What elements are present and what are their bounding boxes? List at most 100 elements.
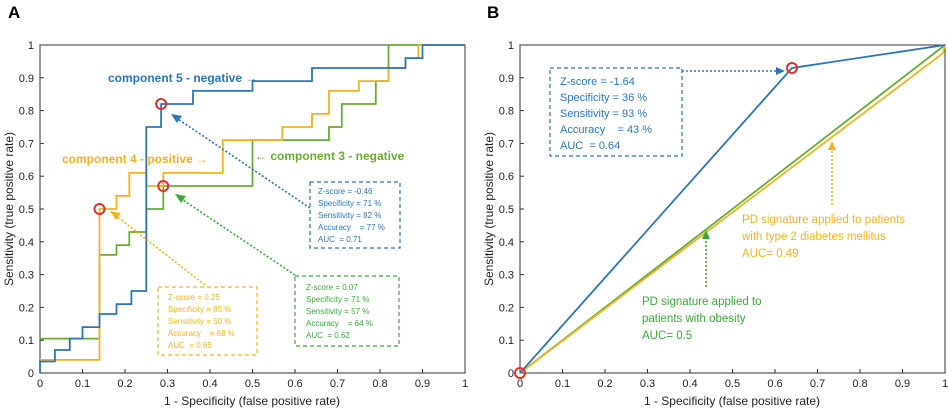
y-tick-label: 0.5 [499,204,514,216]
box4-line-4: Accuracy = 68 % [168,329,235,338]
note-diabetes-line-1: PD signature applied to patients [742,214,905,226]
x-tick-label: 0.8 [852,378,867,390]
box3-line-4: Accuracy = 64 % [306,319,373,328]
note-obesity-line-2: patients with obesity [642,313,746,325]
arrow-box-to-component-3 [179,197,296,276]
x-tick-label: 1 [462,378,468,390]
x-tick-label: 0.2 [117,378,132,390]
boxB-line-5: AUC = 0.64 [560,140,620,152]
box5-line-1: Z-score = -0.46 [318,187,373,196]
panel-a-y-axis-label: Sensitivity (true positive rate) [2,132,16,286]
info-box-pd-signature: Z-score = -1.64 Specificity = 36 % Sensi… [549,67,683,157]
panel-b-y-axis-label: Sensitivity (true positive rate) [482,132,496,286]
boxB-line-4: Accuracy = 43 % [560,124,652,136]
x-tick-label: 0.7 [330,378,345,390]
y-tick-label: 0.8 [19,106,34,118]
x-tick-label: 0.3 [640,378,655,390]
y-tick-label: 0 [28,368,34,380]
y-tick-label: 0.9 [499,73,514,85]
label-component-4: component 4 - positive → [62,152,208,166]
box4-line-1: Z-score = 0.25 [168,293,220,302]
box5-line-5: AUC = 0.71 [318,235,362,244]
boxB-line-3: Sensitivity = 93 % [560,108,647,120]
x-tick-label: 0.1 [75,378,90,390]
threshold-marker [514,367,526,379]
x-tick-label: 0 [37,378,43,390]
threshold-marker [157,180,170,193]
x-tick-label: 0.6 [767,378,782,390]
label-component-3: ← component 3 - negative [255,149,405,163]
arrow-head-component-5 [171,114,182,123]
series-line-pd-signature [519,44,946,374]
x-tick-label: 0.8 [372,378,387,390]
label-component-5: component 5 - negative → [108,71,257,85]
y-tick-label: 0.4 [19,237,34,249]
y-tick-label: 0.5 [19,204,34,216]
threshold-marker [93,203,106,215]
y-tick-label: 1 [508,40,514,52]
arrow-head-obesity [702,230,710,239]
arrow-head-marker-b [776,67,785,75]
arrow-head-diabetes [828,141,836,150]
x-tick-label: 0.9 [895,378,910,390]
note-diabetes-line-3: AUC= 0.49 [742,248,799,260]
box5-line-3: Sensitivity = 82 % [318,211,381,220]
boxB-line-2: Specificity = 36 % [560,92,647,104]
box4-line-3: Sensitivity = 50 % [168,317,231,326]
note-obesity-line-3: AUC= 0.5 [642,330,692,342]
y-tick-label: 0 [508,368,514,380]
info-box-component-4: Z-score = 0.25 Specificity = 85 % Sensit… [157,286,258,356]
y-tick-label: 0.6 [499,171,514,183]
box3-line-2: Specificity = 71 % [306,295,369,304]
y-tick-label: 0.7 [499,138,514,150]
x-tick-label: 0.6 [287,378,302,390]
box4-line-5: AUC = 0.65 [168,341,212,350]
boxB-line-1: Z-score = -1.64 [560,76,635,88]
y-tick-label: 0.3 [499,270,514,282]
info-box-component-3: Z-score = 0.07 Specificity = 71 % Sensit… [294,275,400,347]
x-tick-label: 0.9 [415,378,430,390]
series-line-component-3-negative [40,44,465,340]
threshold-marker [786,61,798,74]
x-tick-label: 0.2 [597,378,612,390]
arrow-box-to-component-5 [174,116,311,209]
y-tick-label: 0.2 [499,302,514,314]
x-tick-label: 0.1 [555,378,570,390]
box3-line-3: Sensitivity = 57 % [306,307,369,316]
y-tick-label: 0.9 [19,73,34,85]
x-tick-label: 0.4 [682,378,697,390]
arrow-head-component-4 [110,211,121,220]
threshold-marker [155,98,168,111]
arrow-head-component-3 [175,194,186,203]
note-diabetes-line-2: with type 2 diabetes mellitus [741,231,886,243]
box3-line-5: AUC = 0.62 [306,331,350,340]
x-tick-label: 0.3 [160,378,175,390]
y-tick-label: 0.3 [19,270,34,282]
panel-b-chart: 0 0.1 0.2 0.3 0.4 0.5 0.6 0.7 0.8 0.9 1 0 0.1 0.2 0.3 0… [482,40,948,408]
note-obesity-line-1: PD signature applied to [642,296,762,308]
box3-line-1: Z-score = 0.07 [306,283,358,292]
panel-label-b: B [487,3,499,22]
y-tick-label: 0.7 [19,138,34,150]
series-line-component-5-negative [39,44,465,373]
y-tick-label: 0.1 [499,335,514,347]
x-tick-label: 1 [942,378,948,390]
y-tick-label: 1 [28,40,34,52]
y-tick-label: 0.2 [19,302,34,314]
series-line-pd-signature-applied-to-patients-with-type-2-diabetes-mellitus [519,44,946,374]
panel-a-chart: 0 0.1 0.2 0.3 0.4 0.5 0.6 0.7 0.8 0.9 1 0 0.1 0.2 0.3 0… [2,40,468,408]
box5-line-2: Specificity = 71 % [318,199,381,208]
panel-b-x-axis-label: 1 - Specificity (false positive rate) [644,394,820,408]
info-box-component-5: Z-score = -0.46 Specificity = 71 % Sensi… [309,181,401,249]
y-tick-label: 0.4 [499,237,514,249]
x-tick-label: 0 [517,378,523,390]
x-tick-label: 0.5 [725,378,740,390]
x-tick-label: 0.5 [245,378,260,390]
arrow-box-to-component-4 [114,214,206,286]
y-tick-label: 0.8 [499,106,514,118]
box4-line-2: Specificity = 85 % [168,305,231,314]
panel-a-x-axis-label: 1 - Specificity (false positive rate) [164,394,340,408]
x-tick-label: 0.7 [810,378,825,390]
y-tick-label: 0.6 [19,171,34,183]
